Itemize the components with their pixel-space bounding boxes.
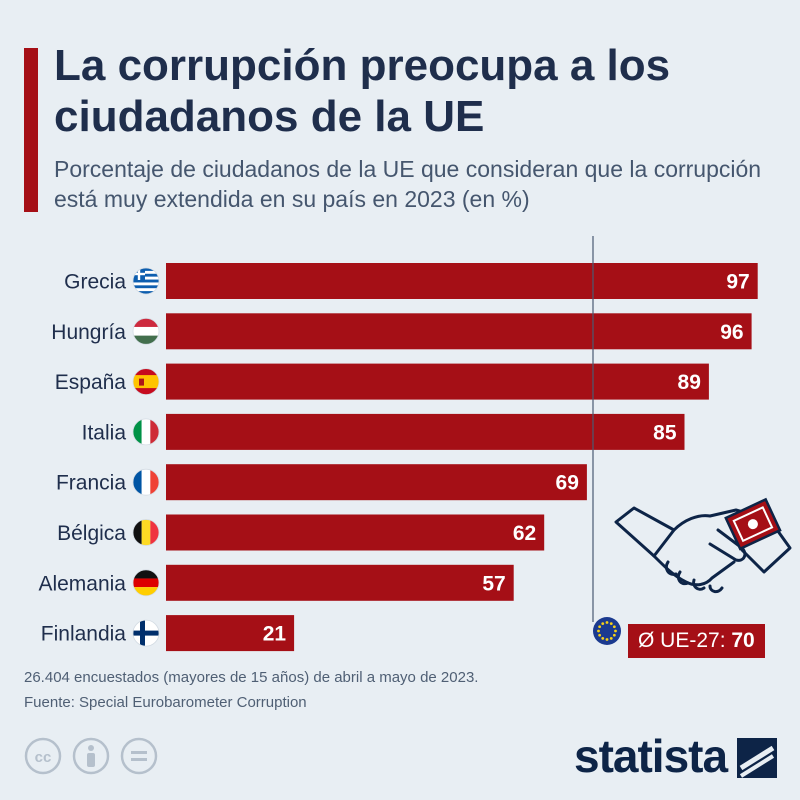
country-label: Bélgica	[57, 522, 126, 545]
bar-value-label: 21	[263, 623, 287, 646]
bar-6	[166, 564, 514, 601]
bar-value-label: 97	[726, 271, 749, 294]
country-label: Francia	[56, 472, 126, 495]
source-note: Fuente: Special Eurobarometer Corruption	[24, 694, 307, 711]
eu-star	[609, 622, 613, 626]
eu-star	[614, 629, 617, 633]
eu-average-label: Ø UE-27: 70	[628, 624, 765, 658]
eu-star	[605, 638, 609, 641]
license-icons: cc	[24, 737, 158, 775]
bar-0	[166, 263, 758, 299]
bar-4	[166, 464, 587, 501]
eu-star	[597, 629, 600, 633]
country-label: Hungría	[51, 321, 126, 344]
eu-average-value: 70	[731, 629, 755, 652]
eu-star	[601, 636, 605, 640]
footnotes: 26.404 encuestados (mayores de 15 años) …	[24, 665, 724, 715]
hungary-flag-icon	[132, 317, 160, 345]
eu-average-prefix: Ø UE-27:	[638, 629, 726, 652]
bar-3	[166, 413, 685, 450]
bar-value-label: 85	[653, 421, 677, 444]
germany-flag-icon	[132, 569, 160, 597]
title-accent-bar	[24, 48, 38, 212]
country-label: España	[55, 371, 127, 394]
bar-value-label: 89	[678, 371, 701, 394]
bar-value-label: 69	[556, 472, 579, 495]
eu-star	[612, 625, 616, 629]
bar-2	[166, 363, 709, 400]
eu-star	[598, 633, 602, 637]
bar-value-label: 62	[513, 522, 536, 545]
chart-subtitle: Porcentaje de ciudadanos de la UE que co…	[54, 156, 762, 212]
country-label: Alemania	[38, 572, 126, 595]
country-label: Grecia	[64, 271, 126, 294]
chart-title: La corrupción preocupa a los ciudadanos …	[54, 41, 671, 141]
statista-brand: statista	[574, 730, 728, 782]
spain-flag-icon	[132, 368, 160, 396]
bar-7	[166, 615, 295, 652]
eu-star	[612, 633, 616, 637]
bar-1	[166, 313, 752, 350]
survey-note: 26.404 encuestados (mayores de 15 años) …	[24, 669, 479, 686]
svg-text:cc: cc	[35, 749, 52, 766]
eu-star	[598, 625, 602, 629]
bar-value-label: 57	[482, 572, 505, 595]
country-label: Finlandia	[41, 623, 127, 646]
eu-star	[609, 636, 613, 640]
italy-flag-icon	[132, 418, 160, 446]
belgium-flag-icon	[132, 519, 160, 546]
statista-logo-icon	[737, 738, 777, 778]
bar-5	[166, 514, 545, 551]
attribution-icon	[72, 737, 110, 775]
cc-icon: cc	[24, 737, 62, 775]
bar-value-label: 96	[720, 321, 743, 344]
greece-flag-icon	[132, 267, 160, 295]
no-derivatives-icon	[120, 737, 158, 775]
handshake-bribe-icon	[614, 497, 792, 594]
finland-flag-icon	[132, 619, 160, 647]
eu-star	[601, 622, 605, 626]
eu-star	[605, 621, 609, 624]
eu-flag-icon	[593, 617, 621, 645]
country-label: Italia	[82, 421, 127, 444]
france-flag-icon	[132, 468, 160, 496]
